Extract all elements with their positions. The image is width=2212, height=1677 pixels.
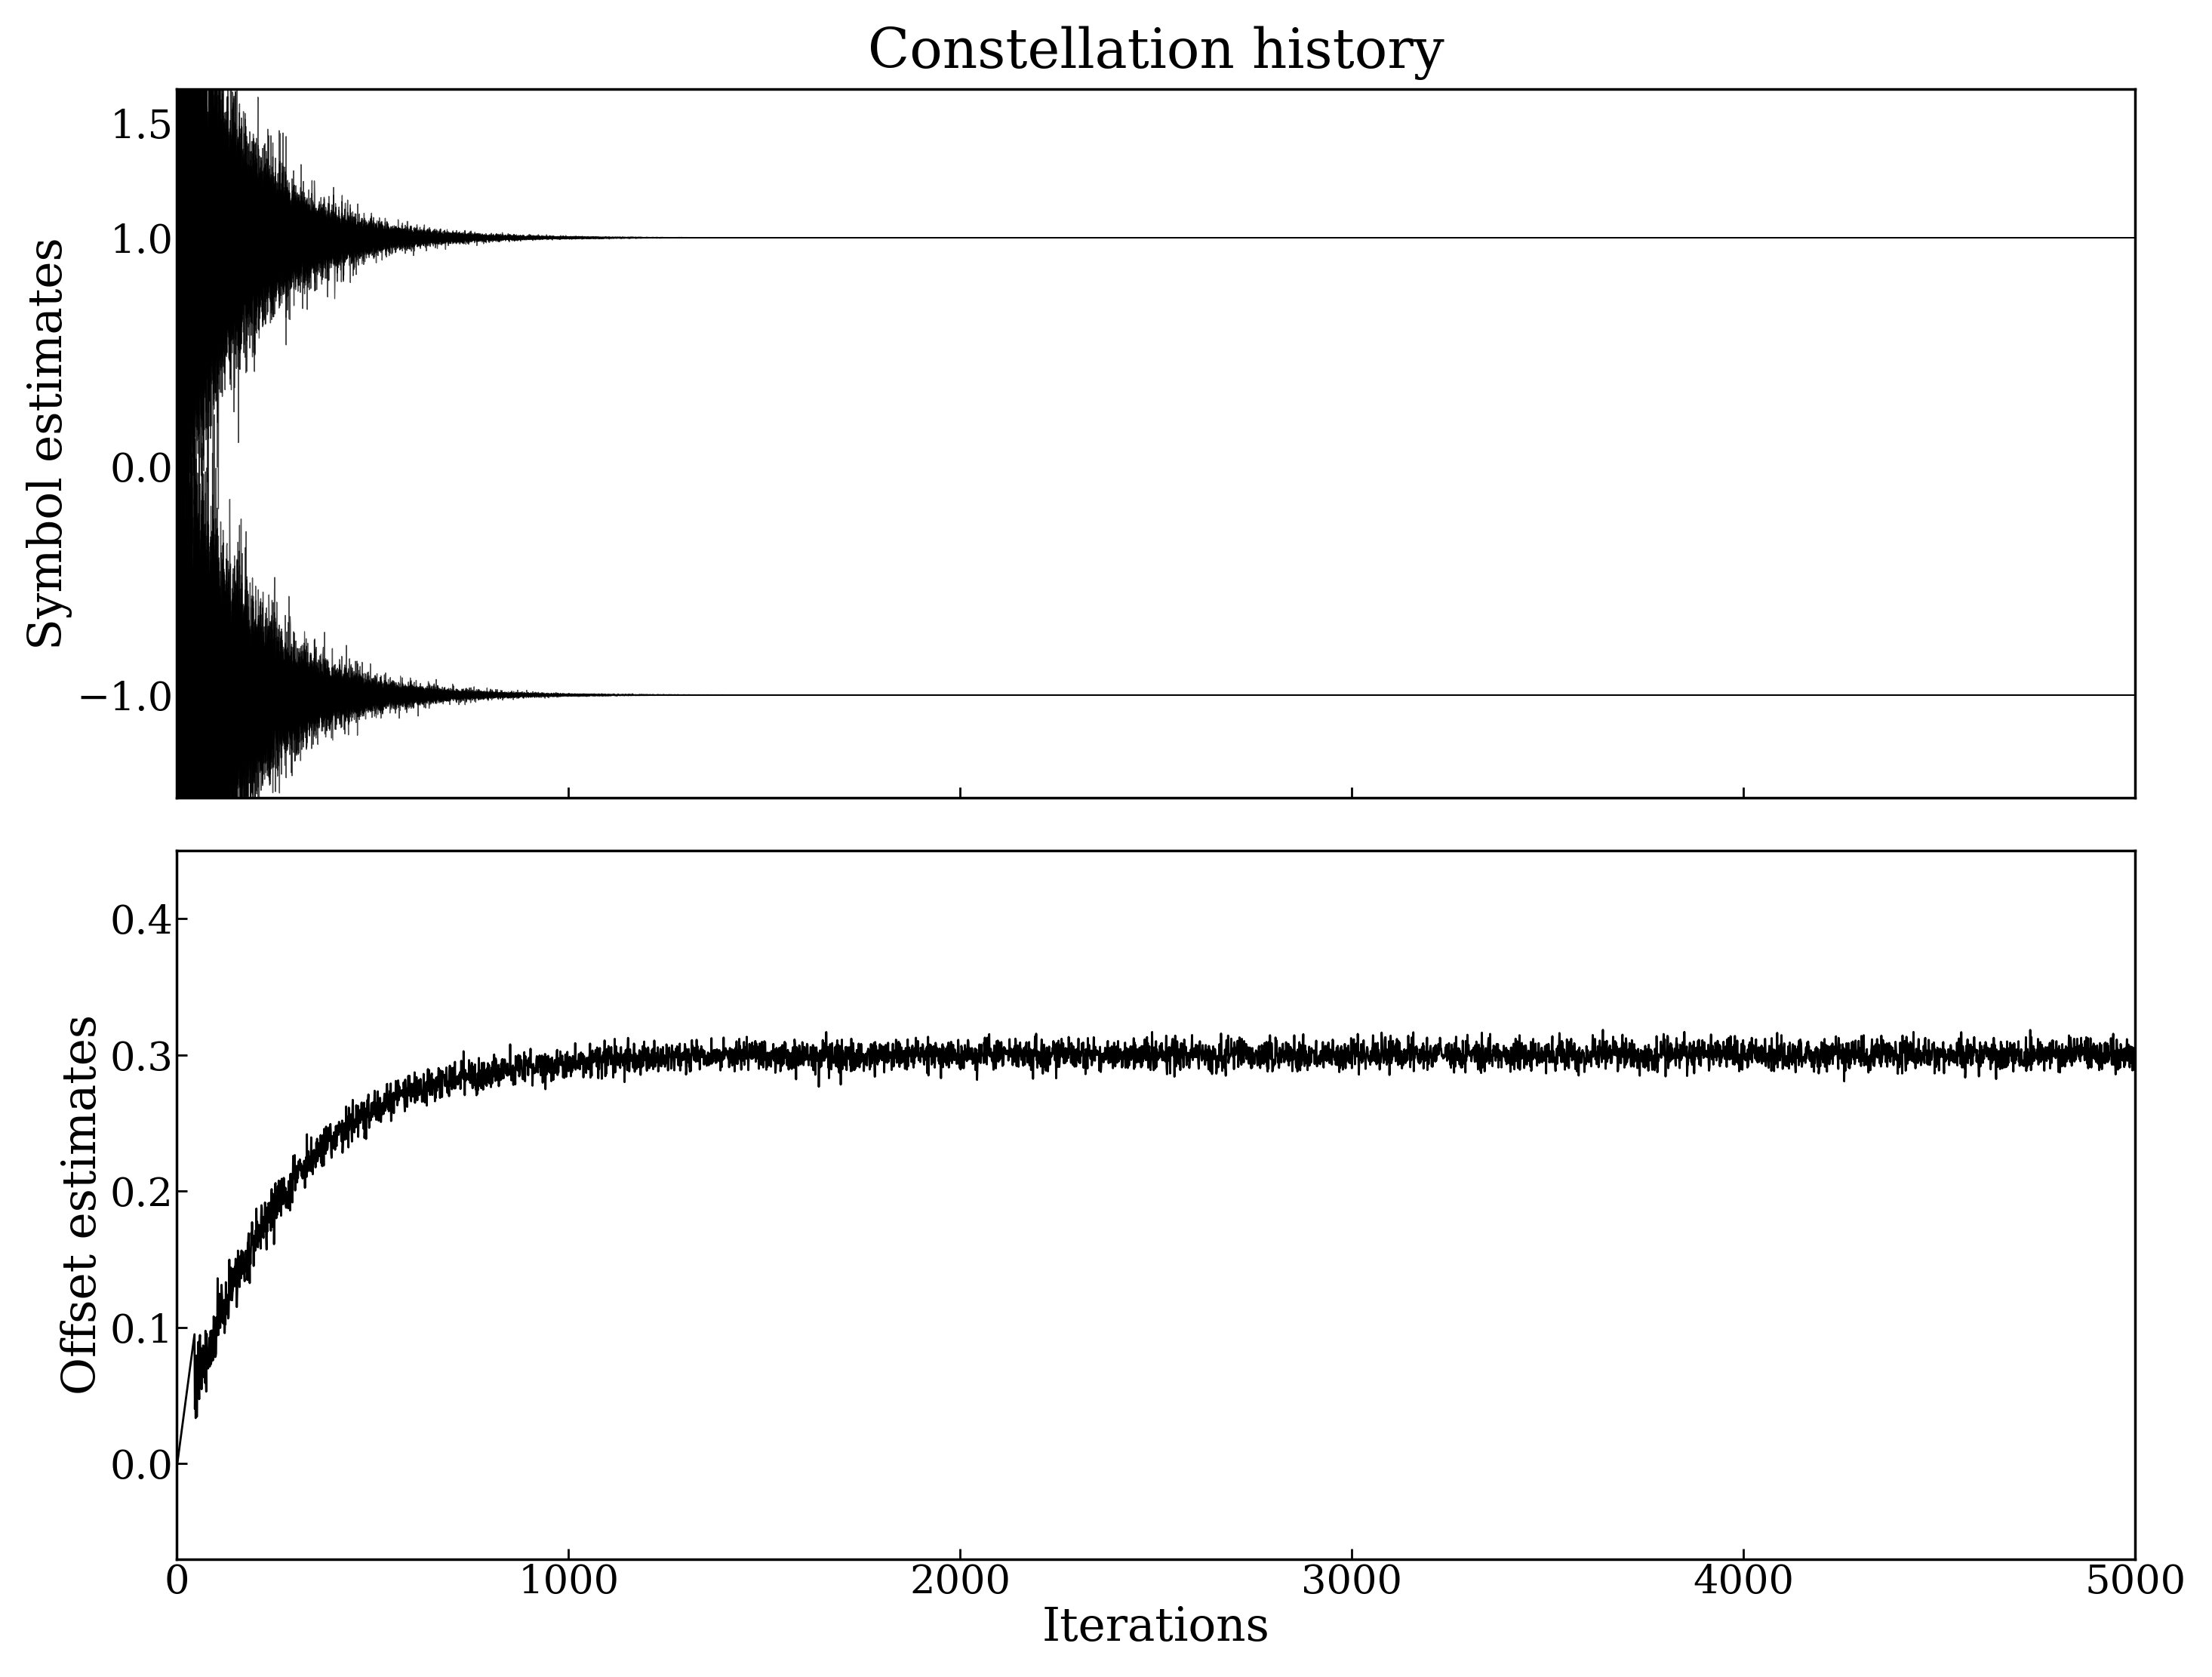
X-axis label: Iterations: Iterations [1042, 1605, 1270, 1650]
Title: Constellation history: Constellation history [867, 27, 1444, 80]
Y-axis label: Offset estimates: Offset estimates [60, 1015, 106, 1395]
Y-axis label: Symbol estimates: Symbol estimates [27, 236, 73, 649]
